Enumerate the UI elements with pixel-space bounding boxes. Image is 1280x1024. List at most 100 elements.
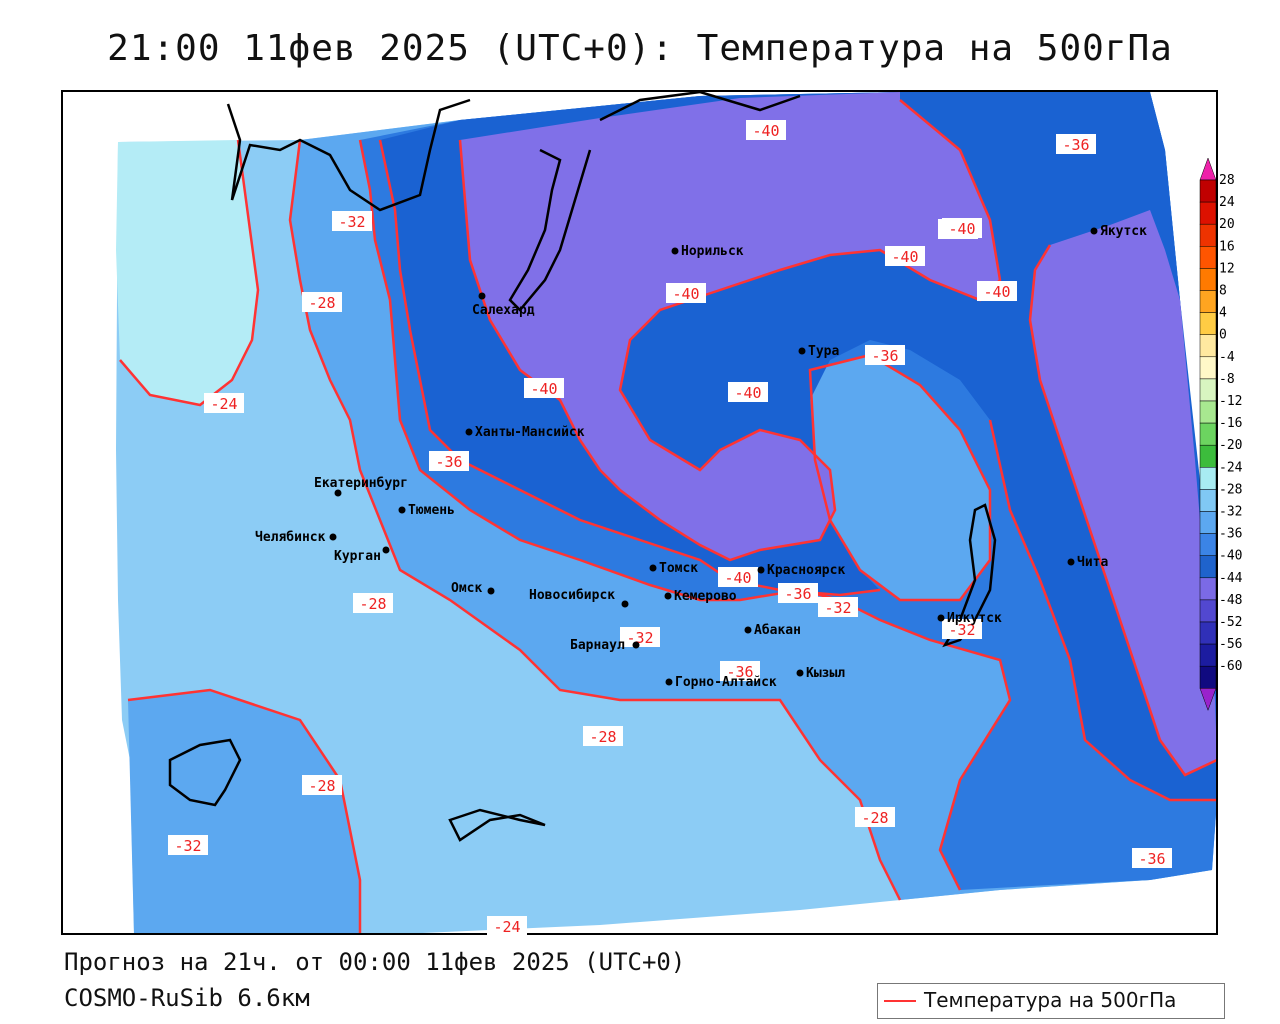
contour-label-text: -36	[435, 453, 462, 471]
map-content	[116, 92, 1217, 934]
isotherm-line	[119, 139, 260, 407]
contour-label-bg	[302, 292, 342, 312]
colorbar-segment	[1199, 201, 1217, 225]
city-marker	[649, 564, 657, 572]
contour-labels: -40 -36 -32 -28 -40 -40 -40 -40 -40 -40 -36 -24 -36 -…	[168, 120, 1172, 936]
contour-label-bg	[746, 120, 786, 140]
city-label: Якутск	[1100, 224, 1147, 239]
contour-label: -28	[855, 807, 895, 827]
contour-label-bg	[353, 593, 393, 613]
city-marker	[382, 546, 390, 554]
city-label: Тура	[808, 344, 839, 359]
contour-label: -40	[524, 378, 564, 398]
contour-label: -40	[666, 283, 706, 303]
colorbar: 28 24 20 16 12 8 4 0 -4 -8 -12 -16 -20 -24 -28 -32 -36 -4…	[1199, 157, 1243, 712]
contour-label-text: -40	[752, 122, 779, 140]
city-omsk: Омск	[451, 581, 495, 596]
colorbar-tick: 0	[1219, 328, 1227, 343]
region-minus44-north	[460, 92, 1000, 560]
city-marker	[465, 428, 473, 436]
contour-label: -40	[885, 246, 925, 266]
colorbar-tick: 16	[1219, 239, 1235, 254]
balkhash-lake	[448, 808, 546, 842]
contour-label-text: -28	[308, 294, 335, 312]
contour-label: -40	[728, 382, 768, 402]
contour-label-text: -40	[948, 220, 975, 238]
colorbar-tick: 20	[1219, 217, 1235, 232]
colorbar-tick: -40	[1219, 549, 1242, 564]
contour-label: -36	[865, 345, 905, 365]
line-legend: Температура на 500гПа	[877, 983, 1225, 1019]
isotherm-line	[127, 688, 362, 934]
contour-label-text: -36	[1062, 136, 1089, 154]
colorbar-segment	[1199, 665, 1217, 689]
contour-label: -32	[332, 211, 372, 231]
contour-label-text: -36	[1138, 850, 1165, 868]
colorbar-segment	[1199, 334, 1217, 358]
forecast-info: Прогноз на 21ч. от 00:00 11фев 2025 (UTC…	[64, 948, 686, 976]
colorbar-tick: -8	[1219, 372, 1235, 387]
colorbar-tick: -32	[1219, 505, 1242, 520]
contour-label-bg	[302, 775, 342, 795]
city-marker	[478, 292, 486, 300]
colorbar-tick: 12	[1219, 261, 1235, 276]
isotherm-line	[988, 419, 1217, 802]
city-kyzyl: Кызыл	[796, 666, 845, 681]
city-label: Ханты-Мансийск	[475, 425, 585, 440]
contour-label-bg	[204, 393, 244, 413]
contour-label-bg	[942, 619, 982, 639]
contour-label: -24	[204, 393, 244, 413]
city-label: Салехард	[472, 303, 535, 318]
city-label: Чита	[1077, 555, 1108, 570]
contour-label-text: -32	[824, 599, 851, 617]
isotherm-line	[288, 139, 902, 901]
contour-label-bg	[487, 916, 527, 936]
city-abakan: Абакан	[744, 623, 801, 638]
city-label: Кызыл	[806, 666, 845, 681]
city-kurgan: Курган	[334, 546, 390, 564]
colorbar-tick: 8	[1219, 284, 1227, 299]
contour-label-bg	[1056, 134, 1096, 154]
city-marker	[487, 587, 495, 595]
colorbar-tick: -4	[1219, 350, 1235, 365]
city-marker	[671, 247, 679, 255]
city-marker	[329, 533, 337, 541]
contour-label-text: -40	[983, 283, 1010, 301]
city-marker	[398, 506, 406, 514]
contour-label-text: -32	[338, 213, 365, 231]
contour-label-text: -32	[174, 837, 201, 855]
isotherm-line	[358, 139, 1012, 891]
legend-line-swatch	[884, 1000, 916, 1002]
colorbar-segment	[1199, 400, 1217, 424]
contour-label-bg	[1132, 848, 1172, 868]
city-marker	[334, 489, 342, 497]
city-label: Екатеринбург	[314, 476, 408, 491]
colorbar-segment	[1199, 533, 1217, 556]
colorbar-tick: -60	[1219, 659, 1242, 674]
colorbar-bottom-arrow	[1199, 688, 1217, 712]
colorbar-tick: -36	[1219, 527, 1242, 542]
city-label: Красноярск	[767, 563, 845, 578]
city-marker	[1090, 227, 1098, 235]
baikal-lake	[942, 503, 997, 648]
city-norilsk: Норильск	[671, 244, 744, 259]
contour-label: -36	[1132, 848, 1172, 868]
contour-label-text: -40	[891, 248, 918, 266]
city-marker	[937, 614, 945, 622]
contour-label-bg	[942, 218, 982, 238]
contour-label-text: -24	[493, 918, 520, 936]
colorbar-segment	[1199, 223, 1217, 247]
contour-label-text: -32	[948, 621, 975, 639]
city-novosibirsk: Новосибирск	[529, 588, 629, 608]
contour-label-bg	[168, 835, 208, 855]
city-chelyabinsk: Челябинск	[255, 530, 337, 545]
aral-sea	[168, 738, 242, 807]
city-marker	[744, 626, 752, 634]
city-yekaterinburg: Екатеринбург	[314, 476, 408, 497]
contour-label-bg	[818, 597, 858, 617]
contour-label-bg	[429, 451, 469, 471]
colorbar-tick: 28	[1219, 173, 1235, 188]
colorbar-segment	[1199, 467, 1217, 490]
colorbar-segment	[1199, 444, 1217, 468]
